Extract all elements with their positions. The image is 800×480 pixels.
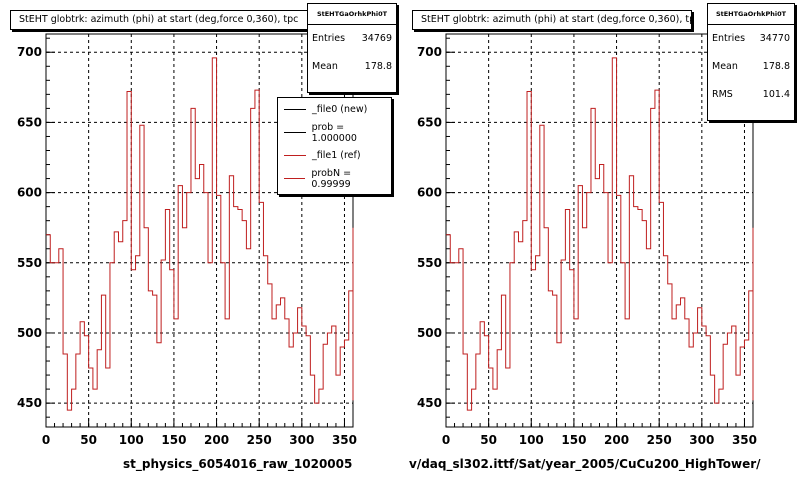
histogram-plot-right: 0 50 100 150 200 250 300 350 450 500 550 600 650 700: [417, 33, 757, 447]
file-label-left: st_physics_6054016_raw_1020005: [123, 457, 353, 471]
stats-entries-value: 34770: [759, 33, 790, 44]
stats-mean-row: Mean 178.8: [708, 53, 794, 81]
x-tick-label: 100: [119, 433, 144, 447]
y-tick-label: 600: [417, 186, 442, 200]
legend-label: probN = 0.99999: [311, 167, 352, 190]
legend-label: _file0 (new): [312, 104, 368, 115]
stats-mean-row: Mean 178.8: [308, 53, 396, 81]
x-tick-label: 100: [519, 433, 544, 447]
legend-label: _file1 (ref): [312, 150, 361, 161]
stats-name: StEHTGaOrhkPhi0T: [308, 4, 396, 25]
y-tick-label: 450: [417, 396, 442, 410]
y-tick-label: 700: [417, 45, 442, 59]
x-tick-label: 200: [604, 433, 629, 447]
stats-rms-value: 101.4: [762, 89, 790, 100]
legend-item: probN = 0.99999: [278, 167, 391, 190]
stats-entries-label: Entries: [312, 33, 346, 44]
x-tick-label: 0: [42, 433, 50, 447]
y-tick-label: 500: [17, 326, 42, 340]
histogram-plot-left: 0 50 100 150 200 250 300 350 450 500 550 600 650 700: [17, 33, 357, 447]
stats-mean-value: 178.8: [762, 61, 790, 72]
stats-entries-label: Entries: [712, 33, 746, 44]
stats-box-left: StEHTGaOrhkPhi0T Entries 34769 Mean 178.…: [307, 3, 397, 93]
x-tick-label: 250: [247, 433, 272, 447]
y-tick-label: 650: [417, 115, 442, 129]
x-tick-label: 300: [689, 433, 714, 447]
x-tick-label: 350: [732, 433, 757, 447]
y-tick-label: 500: [417, 326, 442, 340]
y-tick-label: 550: [417, 256, 442, 270]
y-tick-label: 650: [17, 115, 42, 129]
x-tick-label: 300: [289, 433, 314, 447]
legend-swatch: [284, 109, 306, 110]
y-tick-label: 700: [17, 45, 42, 59]
y-tick-label: 450: [17, 396, 42, 410]
legend-swatch: [284, 178, 306, 179]
legend-item: _file0 (new): [278, 98, 391, 121]
stats-entries-row: Entries 34770: [708, 25, 794, 53]
legend-box: _file0 (new) prob = 1.000000 _file1 (ref…: [277, 97, 392, 195]
x-tick-label: 50: [480, 433, 497, 447]
x-tick-label: 50: [80, 433, 97, 447]
stats-mean-label: Mean: [312, 61, 338, 72]
legend-item: _file1 (ref): [278, 144, 391, 167]
histogram-title-right: StEHT globtrk: azimuth (phi) at start (d…: [412, 10, 692, 30]
x-tick-label: 150: [161, 433, 186, 447]
y-tick-label: 550: [17, 256, 42, 270]
stats-entries-row: Entries 34769: [308, 25, 396, 53]
stats-rms-label: RMS: [712, 89, 733, 100]
legend-swatch: [284, 155, 306, 156]
stats-entries-value: 34769: [361, 33, 392, 44]
x-tick-label: 250: [647, 433, 672, 447]
stats-mean-value: 178.8: [364, 61, 392, 72]
stats-rms-row: RMS 101.4: [708, 81, 794, 109]
stats-name: StEHTGaOrhkPhi0T: [708, 4, 794, 25]
stats-mean-label: Mean: [712, 61, 738, 72]
x-tick-label: 200: [204, 433, 229, 447]
stats-box-right: StEHTGaOrhkPhi0T Entries 34770 Mean 178.…: [707, 3, 795, 121]
legend-swatch: [284, 132, 306, 133]
legend-label: prob = 1.000000: [311, 121, 357, 144]
histogram-series: [46, 57, 354, 411]
file-label-right: v/daq_sl302.ittf/Sat/year_2005/CuCu200_H…: [409, 457, 761, 471]
histogram-title-left: StEHT globtrk: azimuth (phi) at start (d…: [10, 10, 316, 30]
y-tick-label: 600: [17, 186, 42, 200]
x-tick-label: 0: [442, 433, 450, 447]
x-tick-label: 350: [332, 433, 357, 447]
histogram-series: [446, 57, 754, 411]
legend-item: prob = 1.000000: [278, 121, 391, 144]
x-tick-label: 150: [561, 433, 586, 447]
